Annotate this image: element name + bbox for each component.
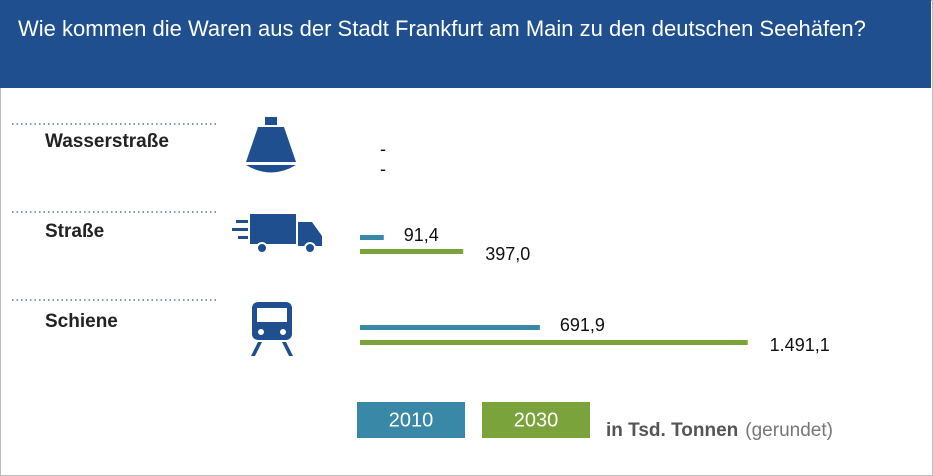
train-icon bbox=[251, 302, 293, 356]
note-label: (gerundet) bbox=[745, 420, 833, 441]
bar bbox=[360, 325, 540, 330]
value-label: 691,9 bbox=[560, 315, 605, 335]
legend-label: 2030 bbox=[514, 409, 559, 431]
truck-icon bbox=[232, 214, 322, 254]
category-label: Schiene bbox=[45, 311, 118, 332]
bar bbox=[360, 235, 384, 240]
category-label: Wasserstraße bbox=[45, 131, 169, 152]
unit-label: in Tsd. Tonnen bbox=[606, 420, 738, 441]
bar bbox=[360, 249, 464, 254]
value-label: 1.491,1 bbox=[770, 335, 830, 355]
category-label: Straße bbox=[45, 221, 104, 242]
legend-swatch bbox=[357, 402, 465, 438]
value-label: - bbox=[380, 159, 386, 179]
value-label: 91,4 bbox=[404, 225, 439, 245]
bar bbox=[360, 340, 748, 345]
legend-label: 2010 bbox=[389, 409, 434, 431]
legend-swatch bbox=[482, 402, 590, 438]
chart-title: Wie kommen die Waren aus der Stadt Frank… bbox=[0, 0, 931, 88]
value-label: - bbox=[380, 139, 386, 159]
ship-icon bbox=[246, 117, 296, 173]
value-label: 397,0 bbox=[485, 244, 530, 264]
